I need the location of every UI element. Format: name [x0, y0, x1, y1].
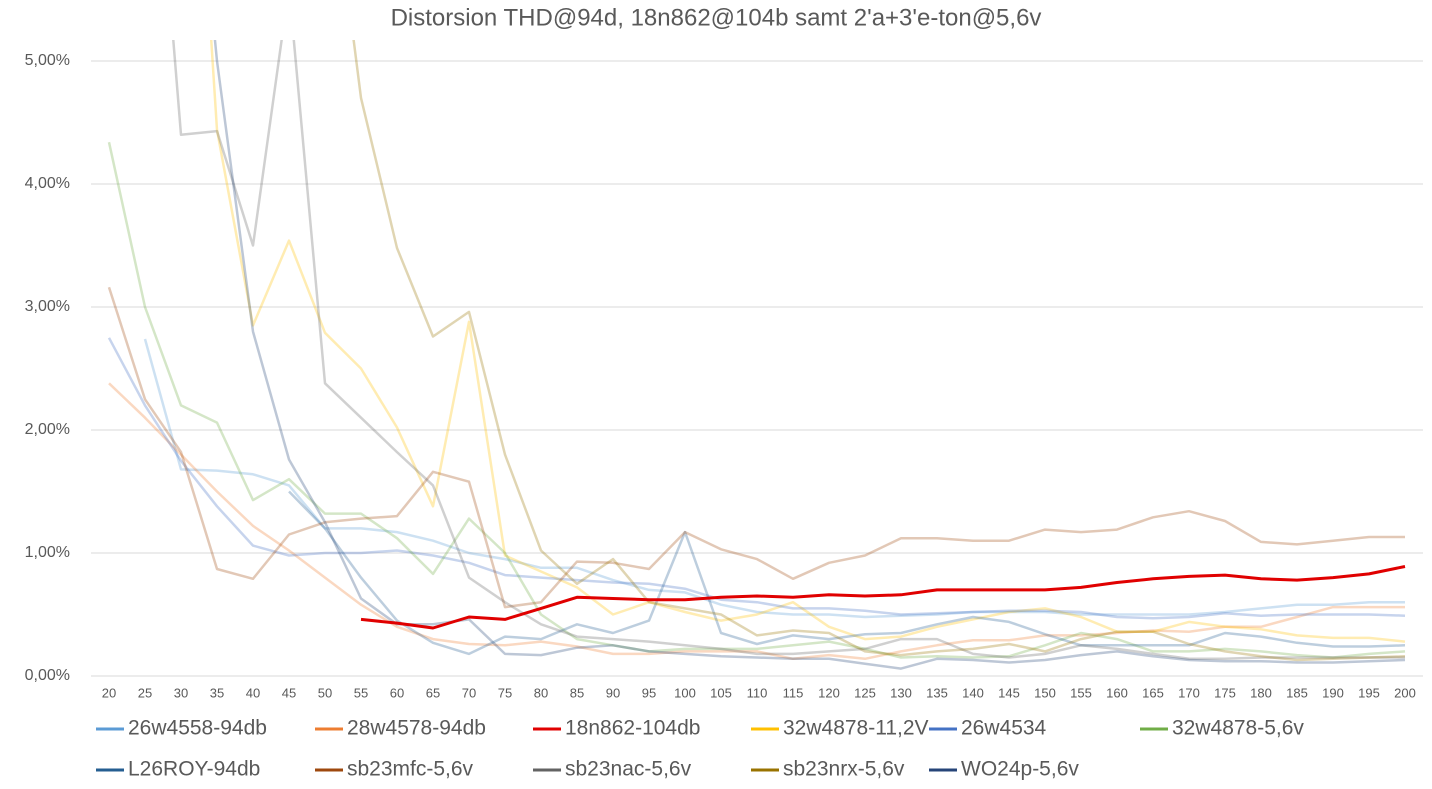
x-tick-label: 175: [1214, 685, 1236, 700]
x-tick-label: 50: [318, 685, 332, 700]
series-line: [288, 490, 1406, 656]
legend-label: sb23mfc-5,6v: [347, 758, 474, 781]
series-line: [172, 40, 1405, 661]
legend-label: 26w4558-94db: [128, 717, 267, 740]
legend-label: sb23nac-5,6v: [565, 758, 692, 781]
x-tick-label: 115: [783, 685, 804, 700]
legend-label: 26w4534: [961, 717, 1047, 740]
x-tick-label: 195: [1358, 685, 1380, 700]
legend-label: sb23nrx-5,6v: [783, 758, 905, 781]
x-tick-label: 65: [426, 685, 440, 700]
x-tick-label: 130: [890, 685, 912, 700]
legend-label: 18n862-104db: [565, 717, 700, 740]
series-line: [107, 141, 1406, 659]
x-tick-label: 105: [710, 685, 732, 700]
x-tick-label: 140: [962, 685, 984, 700]
y-tick-label: 3,00%: [25, 298, 70, 315]
x-tick-label: 180: [1250, 685, 1272, 700]
y-tick-label: 5,00%: [25, 52, 70, 69]
legend: 26w4558-94db 28w4578-94db 18n862-104db 32w4…: [96, 717, 1304, 781]
x-tick-label: 120: [818, 685, 840, 700]
x-tick-label: 85: [570, 685, 584, 700]
x-tick-label: 185: [1286, 685, 1308, 700]
x-tick-label: 145: [998, 685, 1020, 700]
legend-label: 28w4578-94db: [347, 717, 486, 740]
grid: 0,00% 1,00% 2,00% 3,00% 4,00% 5,00% 20 25 30 35 40…: [25, 52, 1423, 700]
x-tick-label: 110: [747, 685, 768, 700]
x-tick-label: 150: [1034, 685, 1056, 700]
x-tick-label: 20: [102, 685, 116, 700]
series-line: [107, 337, 1406, 620]
x-tick-label: 25: [138, 685, 152, 700]
x-tick-label: 160: [1106, 685, 1128, 700]
series-line: [107, 286, 1405, 609]
y-tick-label: 1,00%: [25, 544, 70, 561]
x-tick-label: 170: [1178, 685, 1200, 700]
x-tick-label: 70: [462, 685, 476, 700]
y-tick-label: 0,00%: [25, 667, 70, 684]
series-line: [209, 40, 1406, 643]
legend-label: 32w4878-11,2V: [783, 717, 929, 740]
legend-label: WO24p-5,6v: [961, 758, 1079, 781]
x-tick-label: 45: [282, 685, 296, 700]
legend-label: 32w4878-5,6v: [1172, 717, 1304, 740]
x-tick-label: 100: [674, 685, 696, 700]
x-tick-label: 30: [174, 685, 188, 700]
x-tick-label: 55: [354, 685, 368, 700]
x-tick-label: 35: [210, 685, 224, 700]
y-tick-label: 2,00%: [25, 421, 70, 438]
series-line: [360, 565, 1406, 630]
x-tick-label: 155: [1070, 685, 1092, 700]
x-tick-label: 165: [1142, 685, 1164, 700]
series-line: [213, 40, 1406, 670]
x-tick-label: 90: [606, 685, 620, 700]
series-line: [108, 382, 1405, 661]
x-tick-label: 190: [1322, 685, 1344, 700]
x-tick-label: 200: [1394, 685, 1416, 700]
x-tick-label: 80: [534, 685, 548, 700]
legend-label: L26ROY-94db: [128, 758, 260, 781]
x-tick-label: 75: [498, 685, 512, 700]
x-tick-label: 135: [926, 685, 948, 700]
plot-area: [107, 40, 1406, 670]
series-line: [143, 338, 1405, 619]
y-tick-label: 4,00%: [25, 175, 70, 192]
x-tick-label: 40: [246, 685, 260, 700]
chart-title: Distorsion THD@94d, 18n862@104b samt 2'a…: [391, 4, 1042, 31]
series-line: [352, 40, 1406, 662]
x-tick-label: 95: [642, 685, 656, 700]
x-tick-label: 60: [390, 685, 404, 700]
x-tick-label: 125: [854, 685, 876, 700]
